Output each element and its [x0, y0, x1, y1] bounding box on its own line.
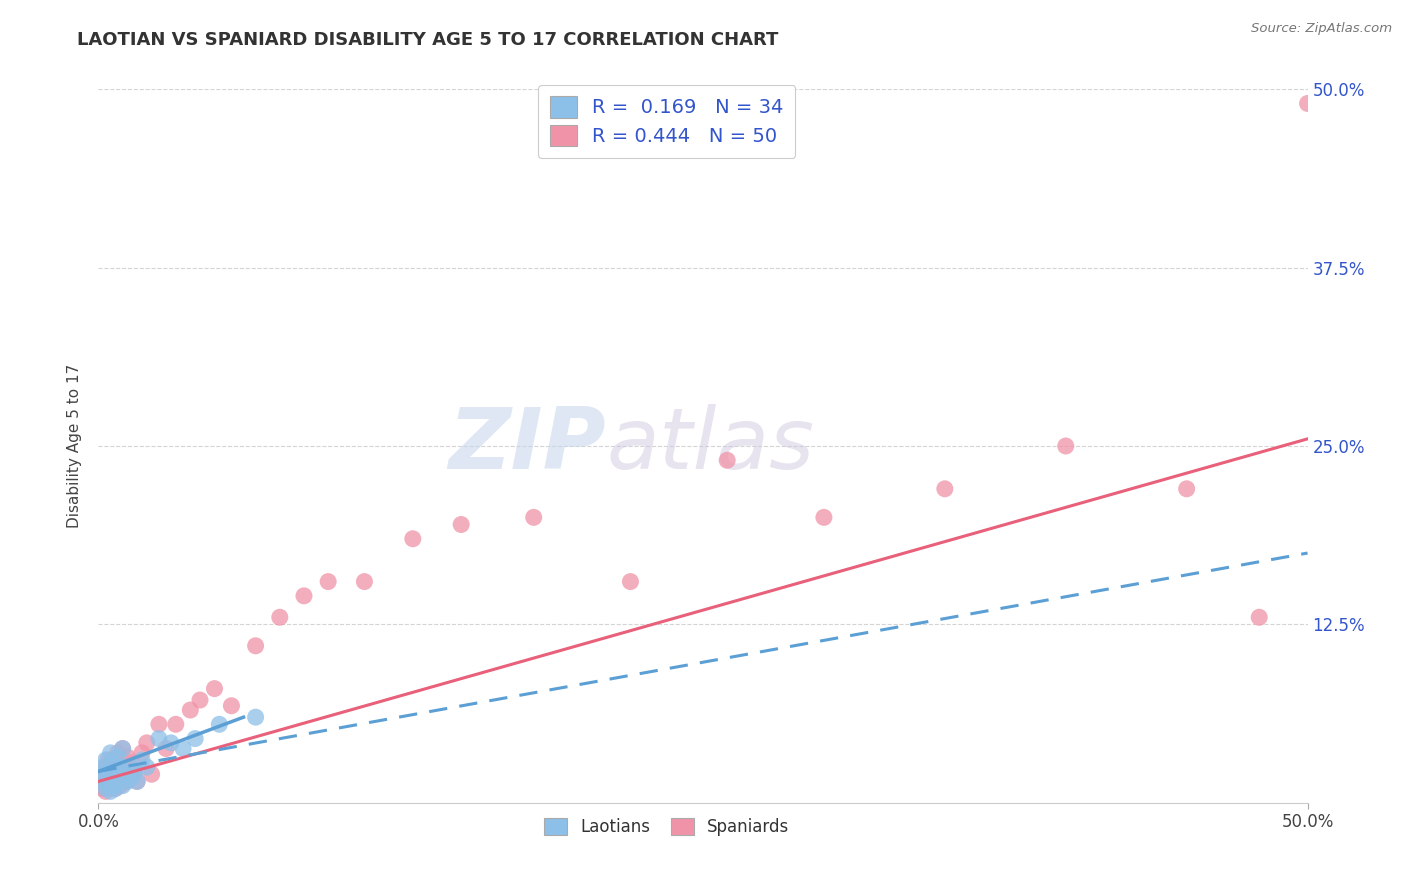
- Point: [101, 756, 124, 770]
- Point: [1175, 482, 1198, 496]
- Point: [104, 781, 127, 796]
- Point: [94, 760, 117, 774]
- Point: [121, 756, 143, 770]
- Point: [165, 717, 187, 731]
- Point: [124, 764, 146, 779]
- Point: [94, 784, 117, 798]
- Point: [934, 482, 956, 496]
- Text: Source: ZipAtlas.com: Source: ZipAtlas.com: [1251, 22, 1392, 36]
- Point: [135, 736, 157, 750]
- Point: [100, 770, 122, 784]
- Point: [107, 770, 129, 784]
- Point: [94, 781, 117, 796]
- Point: [204, 681, 226, 696]
- Point: [100, 784, 122, 798]
- Point: [127, 774, 149, 789]
- Point: [118, 767, 141, 781]
- Point: [91, 767, 114, 781]
- Point: [292, 589, 315, 603]
- Point: [131, 746, 153, 760]
- Point: [90, 774, 112, 789]
- Point: [107, 774, 129, 789]
- Point: [124, 764, 146, 779]
- Point: [101, 779, 124, 793]
- Point: [117, 774, 139, 789]
- Point: [402, 532, 425, 546]
- Point: [179, 703, 201, 717]
- Point: [188, 693, 211, 707]
- Point: [619, 574, 641, 589]
- Point: [141, 767, 163, 781]
- Point: [107, 750, 129, 764]
- Point: [94, 753, 117, 767]
- Point: [135, 760, 157, 774]
- Point: [107, 746, 129, 760]
- Point: [97, 753, 120, 767]
- Point: [1054, 439, 1077, 453]
- Y-axis label: Disability Age 5 to 17: Disability Age 5 to 17: [67, 364, 83, 528]
- Point: [155, 741, 177, 756]
- Point: [172, 741, 194, 756]
- Point: [269, 610, 291, 624]
- Point: [148, 717, 170, 731]
- Point: [108, 779, 131, 793]
- Point: [91, 760, 114, 774]
- Point: [108, 770, 131, 784]
- Point: [100, 779, 122, 793]
- Point: [97, 770, 120, 784]
- Point: [245, 710, 267, 724]
- Point: [716, 453, 738, 467]
- Point: [111, 760, 134, 774]
- Point: [91, 781, 114, 796]
- Text: LAOTIAN VS SPANIARD DISABILITY AGE 5 TO 17 CORRELATION CHART: LAOTIAN VS SPANIARD DISABILITY AGE 5 TO …: [77, 31, 779, 49]
- Point: [104, 764, 127, 779]
- Point: [127, 774, 149, 789]
- Point: [523, 510, 546, 524]
- Point: [221, 698, 243, 713]
- Point: [118, 760, 141, 774]
- Point: [111, 741, 134, 756]
- Point: [184, 731, 207, 746]
- Text: ZIP: ZIP: [449, 404, 606, 488]
- Point: [108, 760, 131, 774]
- Point: [104, 764, 127, 779]
- Point: [104, 781, 127, 796]
- Point: [121, 770, 143, 784]
- Point: [813, 510, 835, 524]
- Point: [1249, 610, 1271, 624]
- Point: [245, 639, 267, 653]
- Point: [208, 717, 231, 731]
- Point: [148, 731, 170, 746]
- Point: [111, 779, 134, 793]
- Point: [111, 741, 134, 756]
- Point: [100, 764, 122, 779]
- Legend: Laotians, Spaniards: Laotians, Spaniards: [536, 810, 797, 845]
- Point: [353, 574, 375, 589]
- Point: [131, 753, 153, 767]
- Point: [101, 756, 124, 770]
- Point: [100, 746, 122, 760]
- Point: [114, 774, 136, 789]
- Point: [97, 764, 120, 779]
- Point: [1296, 96, 1319, 111]
- Point: [450, 517, 472, 532]
- Point: [90, 767, 112, 781]
- Point: [114, 767, 136, 781]
- Point: [160, 736, 183, 750]
- Text: atlas: atlas: [606, 404, 814, 488]
- Point: [117, 750, 139, 764]
- Point: [91, 774, 114, 789]
- Point: [97, 779, 120, 793]
- Point: [101, 774, 124, 789]
- Point: [316, 574, 339, 589]
